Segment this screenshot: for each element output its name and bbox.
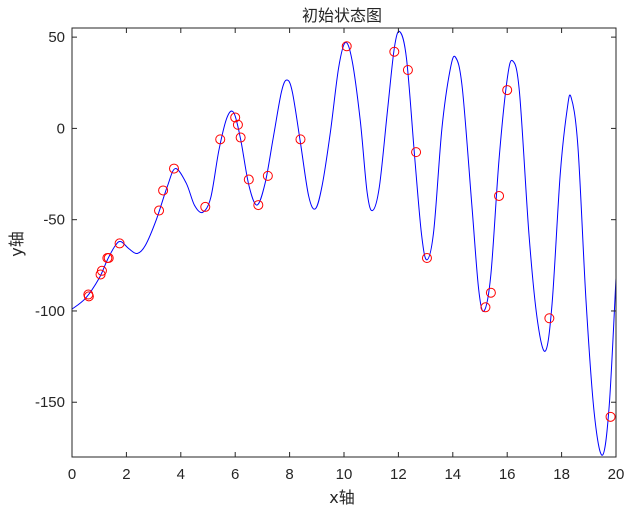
x-tick-label-10: 10	[336, 466, 353, 483]
data-point-29	[605, 411, 616, 422]
data-point-27	[502, 85, 513, 96]
curve-layer	[72, 30, 616, 456]
x-axis-title: x轴	[329, 488, 354, 507]
data-point-20	[389, 46, 400, 57]
data-point-8	[158, 185, 169, 196]
plot-area	[72, 28, 616, 457]
y-tick-label--150: -150	[35, 394, 65, 411]
tick-layer: 0 2 4 6 8 10 12 14 16 18 20 50 0 -50 -100 -150	[35, 28, 624, 483]
marker-layer	[83, 41, 616, 422]
data-point-9	[169, 163, 179, 174]
data-point-10	[200, 201, 211, 212]
x-tick-label-14: 14	[444, 466, 461, 483]
data-point-25	[485, 287, 496, 298]
data-point-17	[262, 170, 273, 181]
y-tick-label--100: -100	[35, 303, 65, 320]
data-point-24	[480, 302, 491, 313]
data-point-7	[154, 205, 165, 216]
data-point-19	[341, 41, 352, 52]
x-tick-label-20: 20	[608, 466, 625, 483]
data-point-16	[253, 200, 264, 211]
data-point-12	[230, 112, 241, 123]
x-tick-label-6: 6	[231, 466, 239, 483]
data-point-21	[402, 64, 413, 75]
data-point-23	[421, 253, 432, 264]
y-tick-label-0: 0	[57, 120, 65, 137]
x-tick-label-8: 8	[285, 466, 293, 483]
series-line	[72, 30, 616, 456]
y-axis-title: y轴	[7, 231, 26, 256]
x-tick-label-12: 12	[390, 466, 407, 483]
data-point-1	[83, 291, 94, 302]
data-point-6	[114, 238, 125, 249]
data-point-13	[232, 119, 243, 130]
data-point-28	[544, 313, 555, 324]
x-tick-label-0: 0	[68, 466, 76, 483]
data-point-15	[243, 174, 254, 185]
data-point-3	[96, 265, 107, 276]
plot-background	[72, 28, 616, 457]
x-tick-label-2: 2	[122, 466, 130, 483]
data-point-14	[235, 132, 246, 143]
y-tick-label-50: 50	[48, 29, 65, 46]
data-point-26	[494, 190, 505, 201]
chart-title: 初始状态图	[302, 6, 382, 25]
data-point-18	[295, 134, 306, 145]
data-point-5	[103, 253, 114, 264]
x-tick-label-18: 18	[553, 466, 570, 483]
y-tick-label--50: -50	[43, 212, 65, 229]
data-point-11	[215, 134, 226, 145]
x-tick-label-16: 16	[499, 466, 516, 483]
x-tick-label-4: 4	[177, 466, 185, 483]
data-point-22	[411, 147, 422, 158]
